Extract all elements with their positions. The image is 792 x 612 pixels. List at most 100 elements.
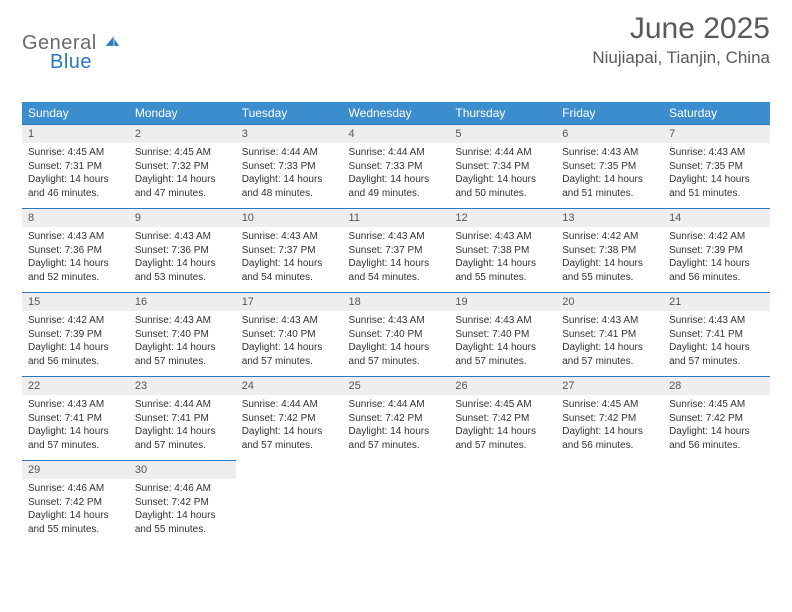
day-number: 27 — [556, 377, 663, 395]
day-line-d1: Daylight: 14 hours — [135, 173, 230, 187]
day-cell — [343, 461, 450, 545]
day-line-d2: and 57 minutes. — [455, 439, 550, 453]
day-line-ss: Sunset: 7:42 PM — [669, 412, 764, 426]
day-line-d1: Daylight: 14 hours — [28, 257, 123, 271]
day-line-d2: and 54 minutes. — [242, 271, 337, 285]
day-body: Sunrise: 4:45 AMSunset: 7:31 PMDaylight:… — [22, 143, 129, 208]
day-line-d2: and 55 minutes. — [455, 271, 550, 285]
day-body: Sunrise: 4:42 AMSunset: 7:39 PMDaylight:… — [663, 227, 770, 292]
day-cell: 29Sunrise: 4:46 AMSunset: 7:42 PMDayligh… — [22, 461, 129, 545]
day-cell — [449, 461, 556, 545]
day-line-d1: Daylight: 14 hours — [349, 257, 444, 271]
day-cell: 4Sunrise: 4:44 AMSunset: 7:33 PMDaylight… — [343, 125, 450, 209]
day-line-sr: Sunrise: 4:44 AM — [455, 146, 550, 160]
day-line-d1: Daylight: 14 hours — [242, 425, 337, 439]
day-body: Sunrise: 4:43 AMSunset: 7:40 PMDaylight:… — [129, 311, 236, 376]
day-number: 30 — [129, 461, 236, 479]
day-line-ss: Sunset: 7:32 PM — [135, 160, 230, 174]
day-body: Sunrise: 4:45 AMSunset: 7:42 PMDaylight:… — [663, 395, 770, 460]
day-body: Sunrise: 4:45 AMSunset: 7:42 PMDaylight:… — [556, 395, 663, 460]
day-line-d1: Daylight: 14 hours — [349, 173, 444, 187]
day-cell: 1Sunrise: 4:45 AMSunset: 7:31 PMDaylight… — [22, 125, 129, 209]
day-line-d2: and 55 minutes. — [28, 523, 123, 537]
day-line-sr: Sunrise: 4:43 AM — [135, 314, 230, 328]
day-line-sr: Sunrise: 4:43 AM — [28, 398, 123, 412]
day-cell: 18Sunrise: 4:43 AMSunset: 7:40 PMDayligh… — [343, 293, 450, 377]
day-line-ss: Sunset: 7:37 PM — [349, 244, 444, 258]
day-body: Sunrise: 4:43 AMSunset: 7:41 PMDaylight:… — [663, 311, 770, 376]
day-number: 14 — [663, 209, 770, 227]
day-line-d1: Daylight: 14 hours — [455, 257, 550, 271]
week-row: 15Sunrise: 4:42 AMSunset: 7:39 PMDayligh… — [22, 293, 770, 377]
day-number: 2 — [129, 125, 236, 143]
day-body: Sunrise: 4:43 AMSunset: 7:38 PMDaylight:… — [449, 227, 556, 292]
day-number: 10 — [236, 209, 343, 227]
day-line-ss: Sunset: 7:42 PM — [28, 496, 123, 510]
day-line-sr: Sunrise: 4:45 AM — [28, 146, 123, 160]
day-line-sr: Sunrise: 4:46 AM — [28, 482, 123, 496]
day-cell: 22Sunrise: 4:43 AMSunset: 7:41 PMDayligh… — [22, 377, 129, 461]
day-line-ss: Sunset: 7:42 PM — [135, 496, 230, 510]
day-number: 29 — [22, 461, 129, 479]
day-line-d1: Daylight: 14 hours — [669, 257, 764, 271]
day-line-d1: Daylight: 14 hours — [349, 341, 444, 355]
day-line-sr: Sunrise: 4:45 AM — [562, 398, 657, 412]
day-line-d2: and 57 minutes. — [455, 355, 550, 369]
day-body: Sunrise: 4:43 AMSunset: 7:40 PMDaylight:… — [236, 311, 343, 376]
day-number: 4 — [343, 125, 450, 143]
day-number: 22 — [22, 377, 129, 395]
day-body: Sunrise: 4:43 AMSunset: 7:41 PMDaylight:… — [22, 395, 129, 460]
day-line-ss: Sunset: 7:42 PM — [562, 412, 657, 426]
day-line-d2: and 50 minutes. — [455, 187, 550, 201]
day-line-ss: Sunset: 7:31 PM — [28, 160, 123, 174]
day-cell: 16Sunrise: 4:43 AMSunset: 7:40 PMDayligh… — [129, 293, 236, 377]
day-line-sr: Sunrise: 4:44 AM — [242, 398, 337, 412]
day-line-sr: Sunrise: 4:44 AM — [135, 398, 230, 412]
day-cell: 17Sunrise: 4:43 AMSunset: 7:40 PMDayligh… — [236, 293, 343, 377]
day-line-d2: and 57 minutes. — [349, 439, 444, 453]
day-line-d1: Daylight: 14 hours — [28, 173, 123, 187]
day-line-d1: Daylight: 14 hours — [135, 257, 230, 271]
day-number: 21 — [663, 293, 770, 311]
day-cell: 6Sunrise: 4:43 AMSunset: 7:35 PMDaylight… — [556, 125, 663, 209]
day-line-d2: and 57 minutes. — [562, 355, 657, 369]
day-body: Sunrise: 4:44 AMSunset: 7:34 PMDaylight:… — [449, 143, 556, 208]
day-body: Sunrise: 4:42 AMSunset: 7:38 PMDaylight:… — [556, 227, 663, 292]
day-number: 19 — [449, 293, 556, 311]
week-row: 1Sunrise: 4:45 AMSunset: 7:31 PMDaylight… — [22, 125, 770, 209]
day-cell: 5Sunrise: 4:44 AMSunset: 7:34 PMDaylight… — [449, 125, 556, 209]
day-line-d2: and 51 minutes. — [562, 187, 657, 201]
title-block: June 2025 Niujiapai, Tianjin, China — [592, 12, 770, 68]
day-line-d1: Daylight: 14 hours — [242, 341, 337, 355]
day-number: 20 — [556, 293, 663, 311]
col-sunday: Sunday — [22, 102, 129, 125]
day-line-sr: Sunrise: 4:43 AM — [562, 146, 657, 160]
day-line-sr: Sunrise: 4:43 AM — [349, 230, 444, 244]
col-thursday: Thursday — [449, 102, 556, 125]
page-title: June 2025 — [592, 12, 770, 46]
day-cell: 12Sunrise: 4:43 AMSunset: 7:38 PMDayligh… — [449, 209, 556, 293]
day-line-sr: Sunrise: 4:44 AM — [349, 398, 444, 412]
day-line-d2: and 57 minutes. — [28, 439, 123, 453]
day-body: Sunrise: 4:43 AMSunset: 7:37 PMDaylight:… — [343, 227, 450, 292]
week-row: 22Sunrise: 4:43 AMSunset: 7:41 PMDayligh… — [22, 377, 770, 461]
day-number: 24 — [236, 377, 343, 395]
day-number: 7 — [663, 125, 770, 143]
day-cell: 20Sunrise: 4:43 AMSunset: 7:41 PMDayligh… — [556, 293, 663, 377]
day-line-sr: Sunrise: 4:46 AM — [135, 482, 230, 496]
day-cell: 30 Sunrise: 4:46 AMSunset: 7:42 PMDayligh… — [129, 461, 236, 545]
day-body: Sunrise: 4:43 AMSunset: 7:35 PMDaylight:… — [663, 143, 770, 208]
day-line-d1: Daylight: 14 hours — [135, 509, 230, 523]
day-line-ss: Sunset: 7:41 PM — [135, 412, 230, 426]
day-line-sr: Sunrise: 4:43 AM — [455, 230, 550, 244]
day-line-ss: Sunset: 7:33 PM — [349, 160, 444, 174]
day-line-ss: Sunset: 7:42 PM — [455, 412, 550, 426]
day-body: Sunrise: 4:43 AMSunset: 7:40 PMDaylight:… — [343, 311, 450, 376]
week-row: 8Sunrise: 4:43 AMSunset: 7:36 PMDaylight… — [22, 209, 770, 293]
day-cell: 7Sunrise: 4:43 AMSunset: 7:35 PMDaylight… — [663, 125, 770, 209]
day-line-ss: Sunset: 7:40 PM — [135, 328, 230, 342]
day-line-d1: Daylight: 14 hours — [242, 257, 337, 271]
day-line-d2: and 56 minutes. — [28, 355, 123, 369]
day-line-d1: Daylight: 14 hours — [135, 425, 230, 439]
day-line-d1: Daylight: 14 hours — [242, 173, 337, 187]
